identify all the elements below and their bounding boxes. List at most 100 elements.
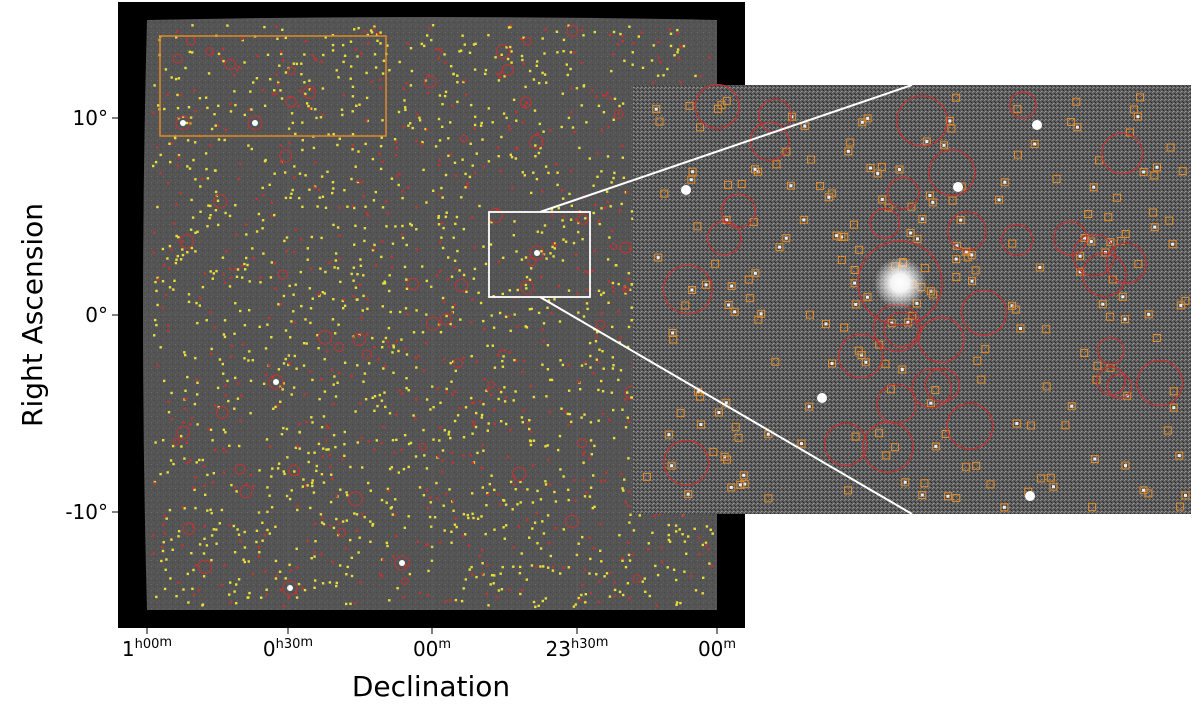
yellow-source-dot (462, 436, 466, 439)
orange-source-box (850, 266, 859, 274)
yellow-source-dot (398, 60, 401, 64)
orange-source-box (771, 357, 780, 366)
yellow-source-dot (502, 256, 505, 259)
yellow-source-dot (308, 79, 311, 82)
red-source-dot (189, 459, 192, 462)
yellow-source-dot (403, 265, 407, 269)
red-source-dot (451, 461, 455, 464)
yellow-source-dot (176, 93, 179, 97)
yellow-source-dot (290, 112, 294, 115)
yellow-source-dot (424, 127, 427, 131)
yellow-source-dot (561, 92, 564, 95)
yellow-source-dot (381, 346, 384, 349)
yellow-source-dot (172, 288, 175, 291)
red-source-dot (632, 553, 635, 556)
orange-source-box (986, 480, 995, 489)
orange-source-box (840, 323, 849, 332)
yellow-source-dot (683, 570, 686, 573)
yellow-source-dot (196, 230, 199, 233)
orange-source-box (696, 420, 705, 429)
red-source-dot (394, 153, 398, 157)
yellow-source-dot (499, 572, 502, 575)
yellow-source-dot (181, 115, 185, 118)
red-source-dot (281, 59, 285, 62)
red-source-dot (588, 536, 591, 539)
red-source-circle (960, 289, 1007, 336)
red-source-circle (519, 96, 532, 109)
inset-star (724, 401, 728, 405)
red-source-dot (282, 605, 285, 608)
red-source-dot (587, 271, 590, 274)
yellow-source-dot (378, 393, 381, 397)
yellow-source-dot (328, 581, 332, 584)
yellow-source-dot (470, 355, 473, 358)
yellow-source-dot (592, 211, 595, 215)
yellow-source-dot (345, 491, 348, 494)
orange-source-box (687, 175, 696, 184)
yellow-source-dot (252, 81, 255, 84)
yellow-source-dot (284, 171, 287, 174)
inset-star (934, 444, 938, 448)
yellow-source-dot (274, 577, 278, 580)
orange-source-box (920, 479, 929, 488)
yellow-source-dot (619, 369, 623, 372)
yellow-source-dot (552, 255, 555, 258)
yellow-source-dot (553, 298, 556, 301)
red-source-dot (173, 222, 176, 225)
yellow-source-dot (575, 553, 579, 557)
red-source-circle (234, 463, 246, 475)
yellow-source-dot (382, 340, 385, 343)
red-source-dot (366, 297, 369, 301)
red-source-dot (264, 570, 267, 573)
yellow-source-dot (339, 280, 342, 284)
red-source-circle (1101, 132, 1144, 175)
red-source-dot (595, 335, 598, 338)
red-source-dot (509, 429, 512, 432)
yellow-source-dot (556, 183, 559, 187)
yellow-source-dot (171, 548, 174, 551)
orange-source-box (1036, 474, 1045, 483)
red-source-dot (386, 212, 390, 215)
red-source-dot (390, 255, 393, 258)
yellow-source-dot (627, 553, 631, 557)
yellow-source-dot (309, 506, 312, 510)
red-source-dot (241, 37, 244, 40)
yellow-source-dot (311, 484, 314, 488)
red-source-dot (289, 96, 292, 99)
yellow-source-dot (549, 378, 552, 382)
yellow-source-dot (497, 589, 501, 592)
red-source-dot (506, 455, 510, 459)
yellow-source-dot (611, 356, 614, 359)
red-source-dot (487, 493, 490, 497)
yellow-source-dot (477, 291, 480, 294)
yellow-source-dot (228, 593, 231, 596)
yellow-source-dot (536, 60, 539, 63)
red-source-dot (395, 413, 398, 416)
yellow-source-dot (562, 38, 566, 42)
yellow-source-dot (259, 281, 262, 284)
red-source-dot (228, 523, 231, 526)
yellow-source-dot (258, 469, 261, 472)
red-source-dot (184, 397, 187, 400)
x-tick-label: 23h30m (546, 635, 609, 661)
inset-star (727, 303, 731, 307)
red-source-circle (1105, 242, 1147, 284)
yellow-source-dot (606, 258, 610, 261)
yellow-source-dot (575, 87, 579, 90)
yellow-source-dot (383, 282, 387, 285)
orange-source-box (952, 494, 961, 503)
red-source-dot (499, 71, 502, 74)
red-source-dot (386, 340, 390, 343)
yellow-source-dot (599, 549, 602, 552)
orange-source-box (1121, 315, 1129, 324)
yellow-source-dot (608, 236, 611, 239)
yellow-source-dot (295, 596, 299, 599)
yellow-source-dot (610, 181, 613, 184)
yellow-source-dot (292, 386, 296, 389)
red-source-dot (407, 186, 410, 189)
orange-source-box (754, 315, 763, 324)
yellow-source-dot (585, 121, 588, 124)
red-source-dot (394, 140, 398, 144)
yellow-source-dot (602, 291, 605, 294)
orange-source-box (1106, 312, 1115, 321)
